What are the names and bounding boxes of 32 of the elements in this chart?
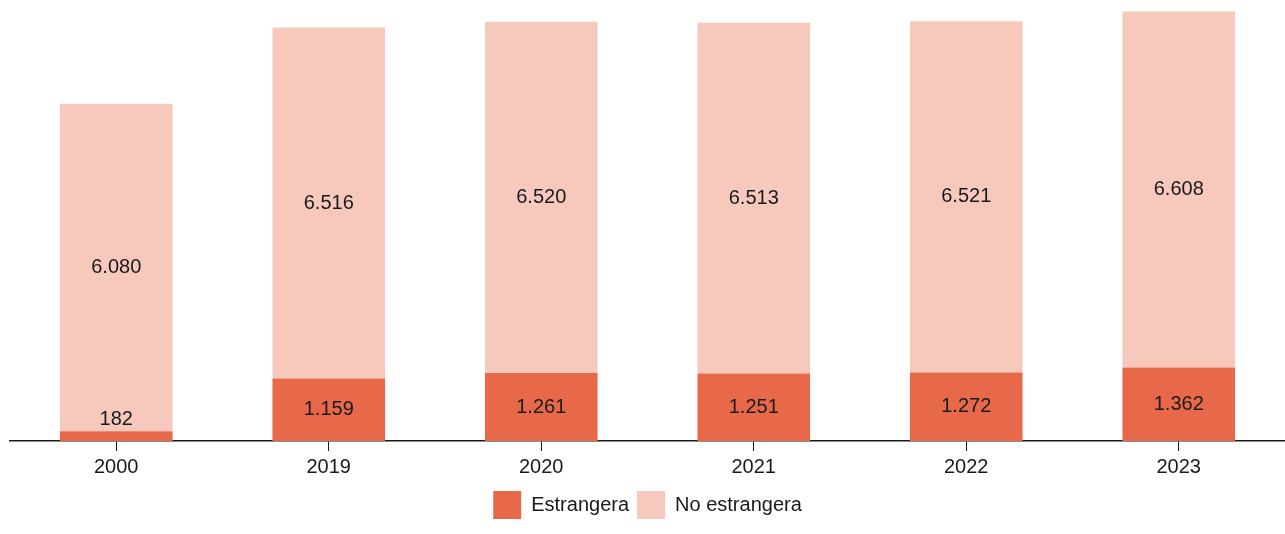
data-label: 1.272 [941,394,992,417]
x-tick-label: 2020 [519,454,564,477]
x-tick-label: 2019 [306,454,351,477]
bar [272,378,386,441]
data-label: 1.251 [728,394,779,417]
x-tick-label: 2000 [94,454,139,477]
bar [1122,367,1236,441]
data-label: 182 [99,406,133,429]
data-label: 6.608 [1153,177,1204,200]
bar [909,21,1023,373]
data-label: 6.516 [303,190,354,213]
legend-label: No estrangera [675,492,803,515]
bar [1122,11,1236,368]
data-label: 6.080 [91,254,142,277]
bar [909,372,1023,441]
bar [484,373,598,441]
data-label: 1.362 [1153,391,1204,414]
x-tick-label: 2023 [1156,454,1201,477]
x-tick-label: 2021 [731,454,776,477]
bar [59,431,173,441]
bar [484,21,598,374]
legend-label: Estrangera [531,492,630,515]
bar [697,22,811,374]
data-label: 1.159 [303,397,354,420]
data-label: 6.521 [941,184,992,207]
data-label: 1.261 [516,394,567,417]
bar [697,373,811,441]
bar [272,27,386,379]
bar [59,103,173,432]
data-label: 6.520 [516,184,567,207]
data-label: 6.513 [728,185,779,208]
x-tick-label: 2022 [944,454,989,477]
